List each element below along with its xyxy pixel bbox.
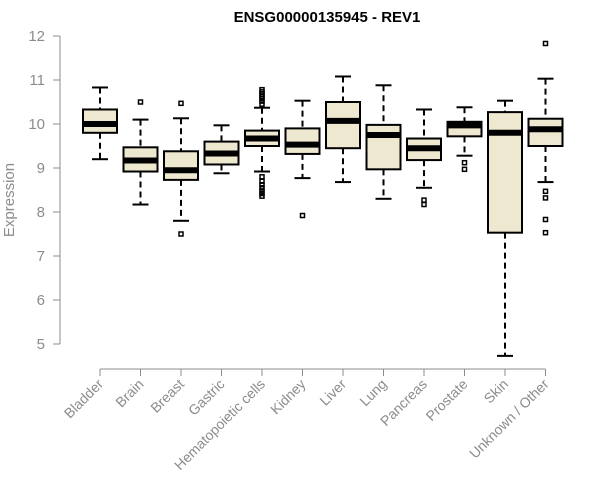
box-rect-5 <box>284 127 321 155</box>
outlier-8-1 <box>421 201 427 208</box>
outlier-2-0 <box>178 100 184 107</box>
box-5 <box>284 99 321 219</box>
outlier-11-0 <box>542 40 549 47</box>
outlier-4-0 <box>259 101 265 107</box>
box-2 <box>163 100 199 237</box>
box-4 <box>244 86 280 199</box>
y-tick-label-0: 5 <box>37 336 45 353</box>
box-6 <box>325 75 361 184</box>
x-tick-label-1: Brain <box>112 376 146 410</box>
y-tick-label-5: 10 <box>28 116 45 133</box>
y-tick-label-4: 9 <box>37 160 45 177</box>
y-axis: 5 6 7 8 9 10 11 12 <box>28 28 61 353</box>
box-rect-7 <box>365 123 402 171</box>
box-9 <box>446 106 483 173</box>
outlier-11-2 <box>542 195 549 201</box>
y-tick-label-1: 6 <box>37 292 45 309</box>
box-rect-11 <box>527 117 564 148</box>
y-tick-label-7: 12 <box>28 28 45 45</box>
outlier-4-10 <box>259 185 265 191</box>
box-8 <box>406 108 442 208</box>
outlier-2-1 <box>178 231 184 237</box>
y-tick-label-3: 8 <box>37 204 45 221</box>
box-series <box>82 40 564 357</box>
box-0 <box>82 86 118 161</box>
outlier-4-7 <box>259 174 265 180</box>
outlier-4-9 <box>259 181 265 188</box>
y-tick-label-6: 11 <box>29 72 45 89</box>
outlier-11-4 <box>542 229 549 236</box>
box-1 <box>122 99 159 206</box>
box-rect-2 <box>163 150 199 181</box>
x-tick-label-9: Prostate <box>422 376 470 424</box>
y-axis-label: Expression <box>1 163 18 237</box>
outlier-11-1 <box>542 188 549 195</box>
outlier-5-0 <box>299 212 306 219</box>
outlier-11-3 <box>542 216 549 223</box>
outlier-9-0 <box>461 159 468 166</box>
x-tick-label-6: Liver <box>316 376 349 409</box>
x-tick-label-5: Kidney <box>267 376 309 418</box>
chart-title: ENSG00000135945 - REV1 <box>234 9 421 26</box>
x-tick-label-2: Breast <box>147 376 187 416</box>
box-7 <box>365 84 402 200</box>
box-11 <box>527 40 564 236</box>
box-rect-6 <box>325 101 361 150</box>
outlier-1-0 <box>137 99 144 105</box>
y-tick-label-2: 7 <box>37 248 45 265</box>
x-tick-label-7: Lung <box>356 376 389 409</box>
x-tick-label-0: Bladder <box>61 376 107 422</box>
outlier-4-6 <box>259 86 265 93</box>
outlier-8-0 <box>421 197 427 203</box>
x-tick-label-10: Skin <box>481 376 512 407</box>
outlier-4-13 <box>259 193 265 199</box>
outlier-9-1 <box>461 166 468 173</box>
box-10 <box>487 99 523 357</box>
box-3 <box>203 124 240 175</box>
